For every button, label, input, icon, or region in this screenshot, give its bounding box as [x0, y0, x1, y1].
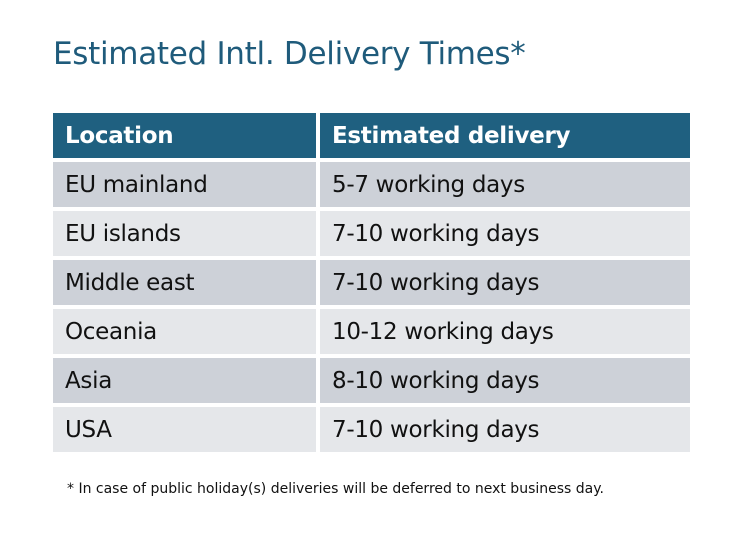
table-row: EU islands 7-10 working days	[53, 211, 690, 256]
footnote: * In case of public holiday(s) deliverie…	[67, 481, 604, 497]
column-header-location: Location	[53, 113, 316, 158]
location-cell: Middle east	[53, 260, 316, 305]
delivery-cell: 5-7 working days	[320, 162, 690, 207]
page-title: Estimated Intl. Delivery Times*	[53, 36, 526, 72]
table-row: Oceania 10-12 working days	[53, 309, 690, 354]
table-row: Asia 8-10 working days	[53, 358, 690, 403]
delivery-cell: 7-10 working days	[320, 260, 690, 305]
location-cell: Oceania	[53, 309, 316, 354]
delivery-cell: 7-10 working days	[320, 407, 690, 452]
location-cell: EU mainland	[53, 162, 316, 207]
delivery-cell: 8-10 working days	[320, 358, 690, 403]
table-header-row: Location Estimated delivery	[53, 113, 690, 158]
delivery-cell: 10-12 working days	[320, 309, 690, 354]
location-cell: USA	[53, 407, 316, 452]
delivery-cell: 7-10 working days	[320, 211, 690, 256]
table-row: EU mainland 5-7 working days	[53, 162, 690, 207]
delivery-times-table: Location Estimated delivery EU mainland …	[49, 109, 694, 456]
table-row: Middle east 7-10 working days	[53, 260, 690, 305]
column-header-estimated-delivery: Estimated delivery	[320, 113, 690, 158]
location-cell: Asia	[53, 358, 316, 403]
table-row: USA 7-10 working days	[53, 407, 690, 452]
location-cell: EU islands	[53, 211, 316, 256]
